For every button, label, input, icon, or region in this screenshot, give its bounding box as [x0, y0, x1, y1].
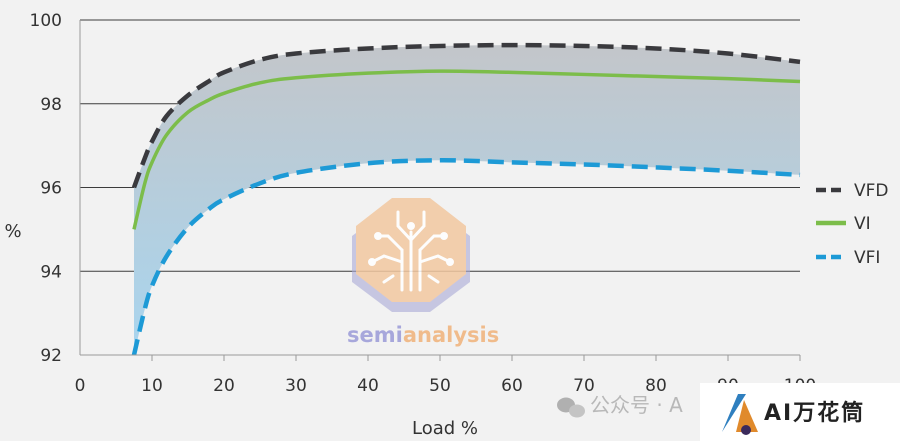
series-line-vi	[132, 69, 801, 230]
legend-label-vfd: VFD	[854, 181, 889, 201]
brand-name: AI万花筒	[764, 400, 865, 426]
x-tick-label-80: 80	[645, 376, 667, 396]
wechat-icon	[557, 397, 585, 418]
x-tick-label-50: 50	[429, 376, 451, 396]
x-tick-label-30: 30	[285, 376, 307, 396]
wechat-watermark: 公众号 · A	[557, 393, 683, 418]
wechat-account-text: 公众号 · A	[590, 393, 683, 417]
series-line-vfd	[131, 42, 801, 189]
watermark-analysis: analysis	[403, 323, 499, 347]
x-tick-label-20: 20	[213, 376, 235, 396]
y-tick-label-100: 100	[30, 11, 62, 31]
semianalysis-watermark: semianalysis	[347, 198, 499, 347]
legend-label-vi: VI	[854, 214, 871, 234]
tree-icon	[368, 210, 454, 292]
y-axis-title: %	[4, 221, 21, 242]
y-tick-label-94: 94	[40, 262, 62, 282]
watermark-semi: semi	[347, 323, 403, 347]
x-tick-label-70: 70	[573, 376, 595, 396]
y-tick-label-92: 92	[40, 346, 62, 366]
legend: VFD VI VFI	[816, 181, 889, 268]
series-lines	[131, 42, 801, 356]
brand-logo-icon	[722, 394, 758, 435]
x-tick-label-60: 60	[501, 376, 523, 396]
x-tick-label-0: 0	[75, 376, 86, 396]
watermark-wordmark: semianalysis	[347, 323, 499, 347]
y-tick-label-98: 98	[40, 95, 62, 115]
x-tick-label-40: 40	[357, 376, 379, 396]
efficiency-band	[134, 45, 800, 355]
x-axis-title: Load %	[412, 418, 478, 439]
y-tick-label-96: 96	[40, 179, 62, 199]
legend-label-vfi: VFI	[854, 248, 880, 268]
brand-badge: AI万花筒	[700, 383, 900, 441]
x-tick-label-10: 10	[141, 376, 163, 396]
